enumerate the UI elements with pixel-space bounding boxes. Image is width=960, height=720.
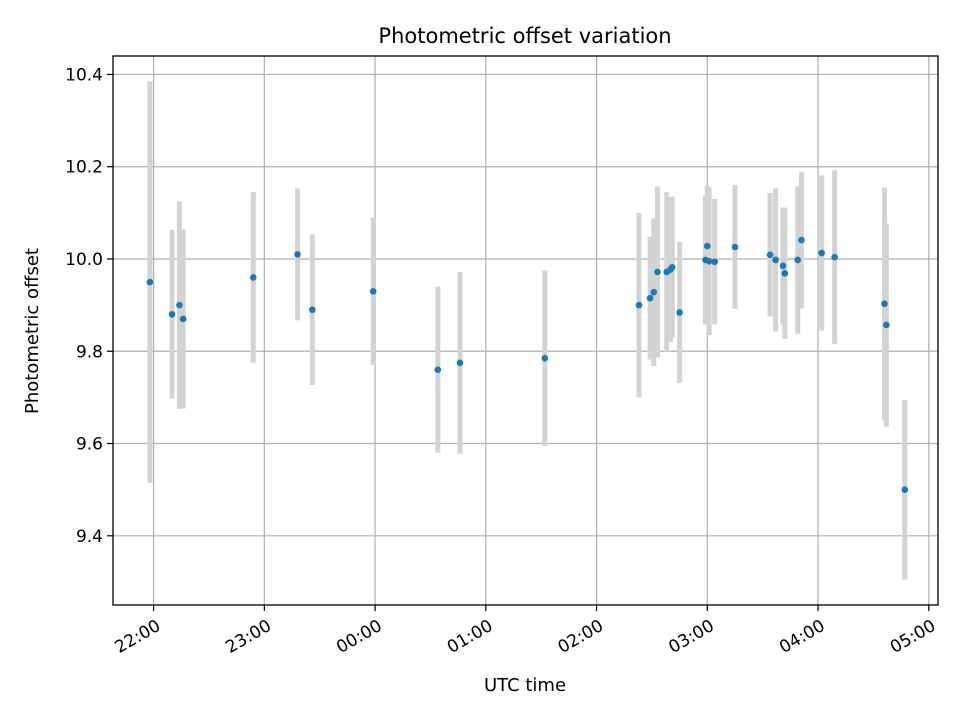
data-point	[676, 309, 683, 316]
data-point	[779, 262, 787, 270]
data-point	[781, 269, 789, 277]
data-points	[146, 236, 909, 493]
data-point	[541, 354, 549, 362]
data-point	[249, 274, 257, 281]
data-point	[294, 251, 301, 258]
chart-title: Photometric offset variation	[378, 24, 671, 48]
grid	[113, 56, 938, 605]
data-point	[705, 257, 713, 265]
x-axis-title: UTC time	[484, 675, 566, 696]
data-point	[309, 306, 316, 314]
data-point	[146, 278, 154, 286]
data-point	[650, 288, 658, 296]
data-point	[831, 253, 838, 261]
data-point	[881, 300, 888, 308]
data-point	[434, 366, 442, 374]
data-point	[766, 251, 774, 259]
data-point	[654, 268, 661, 276]
data-point	[731, 243, 739, 251]
data-point	[176, 301, 183, 309]
y-tick-label: 10.2	[65, 158, 103, 178]
y-tick-label: 9.4	[76, 527, 103, 547]
data-point	[179, 315, 187, 323]
data-point	[798, 236, 805, 244]
data-point	[635, 301, 643, 309]
y-tick-label: 9.6	[76, 435, 103, 455]
y-axis-title: Photometric offset	[22, 248, 43, 414]
data-point	[668, 263, 676, 271]
data-point	[818, 249, 826, 257]
data-point	[369, 287, 377, 295]
data-point	[772, 256, 779, 264]
data-point	[168, 311, 176, 318]
data-point	[883, 321, 890, 329]
data-point	[703, 242, 711, 250]
plot-frame	[112, 55, 939, 606]
data-point	[711, 258, 718, 266]
data-point	[901, 486, 909, 493]
y-tick-label: 10.4	[65, 65, 103, 85]
y-tick-label: 9.8	[76, 342, 103, 362]
data-point	[646, 294, 654, 302]
y-axis: 9.4 9.6 9.8 10.0 10.2 10.4	[65, 65, 113, 547]
y-tick-label: 10.0	[65, 250, 103, 270]
data-point	[794, 256, 802, 264]
data-point	[456, 359, 464, 367]
